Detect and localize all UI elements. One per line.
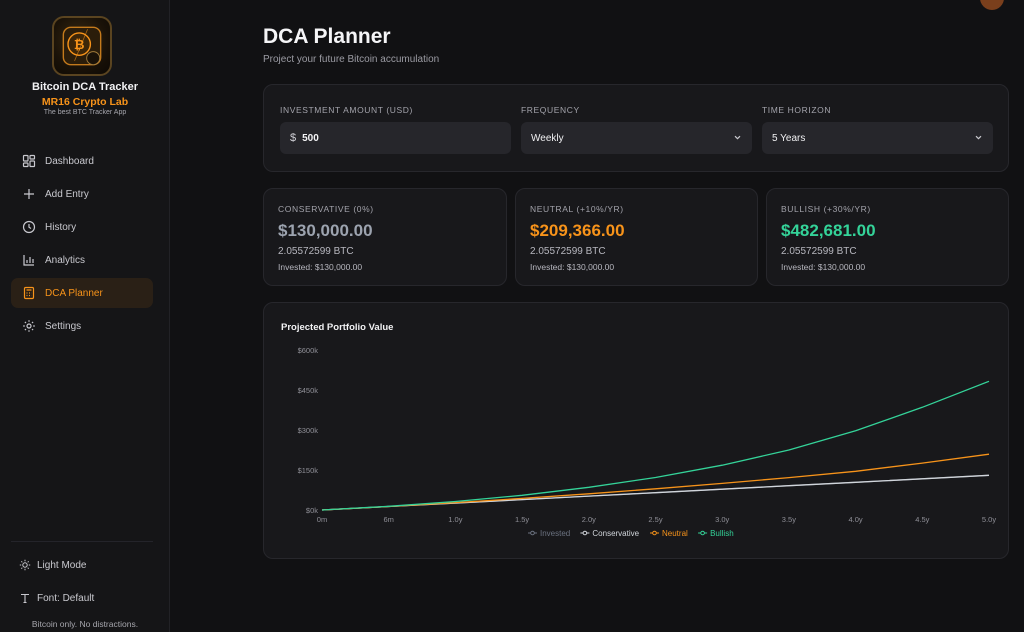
- scenario-value: $482,681.00: [781, 221, 876, 240]
- sidebar-item-label: Settings: [45, 320, 82, 332]
- scenario-invested: Invested: $130,000.00: [278, 262, 363, 272]
- sidebar-item-dashboard[interactable]: Dashboard: [11, 146, 153, 176]
- scenario-btc: 2.05572599 BTC: [781, 246, 857, 257]
- brand-subtitle: MR16 Crypto Lab: [41, 96, 129, 108]
- chevron-down-icon: [974, 133, 983, 142]
- scenario-label: NEUTRAL (+10%/YR): [530, 204, 624, 214]
- sidebar-item-label: Analytics: [45, 254, 86, 266]
- series-line-bullish: [321, 380, 990, 511]
- currency-symbol: $: [290, 132, 297, 144]
- horizon-select[interactable]: 5 Years: [762, 122, 993, 154]
- frequency-label: FREQUENCY: [521, 105, 580, 115]
- brand-tagline: The best BTC Tracker App: [43, 109, 127, 116]
- scenario-value: $209,366.00: [530, 221, 625, 240]
- app-logo: ₿: [52, 16, 112, 76]
- bar-chart-icon: [22, 253, 36, 267]
- y-tick-label: $0k: [306, 506, 318, 515]
- page-title: DCA Planner: [263, 25, 391, 48]
- x-tick-label: 3.0y: [715, 515, 729, 524]
- horizon-label: TIME HORIZON: [762, 105, 832, 115]
- x-tick-label: 3.5y: [782, 515, 796, 524]
- legend-label: Bullish: [710, 529, 734, 538]
- page-subtitle: Project your future Bitcoin accumulation: [263, 54, 440, 65]
- legend-label: Conservative: [592, 529, 639, 538]
- clock-icon: [22, 220, 36, 234]
- avatar[interactable]: [980, 0, 1004, 10]
- x-tick-label: 4.5y: [915, 515, 929, 524]
- scenario-label: BULLISH (+30%/YR): [781, 204, 871, 214]
- x-tick-label: 2.0y: [582, 515, 596, 524]
- sidebar-item-analytics[interactable]: Analytics: [11, 245, 153, 275]
- x-tick-label: 4.0y: [849, 515, 863, 524]
- sidebar-footer: Bitcoin only. No distractions.: [31, 619, 139, 629]
- plus-icon: [22, 187, 36, 201]
- scenario-value: $130,000.00: [278, 221, 373, 240]
- scenario-label: CONSERVATIVE (0%): [278, 204, 374, 214]
- projection-chart: $0k $150k $300k $450k $600k 0m 6m 1.0y 1.5y 2.0y 2…: [298, 346, 997, 538]
- y-tick-label: $300k: [298, 426, 319, 435]
- horizon-value: 5 Years: [772, 132, 806, 144]
- scenario-card-neutral: NEUTRAL (+10%/YR) $209,366.00 2.05572599…: [515, 188, 758, 286]
- x-tick-label: 6m: [383, 515, 393, 524]
- legend-marker-dot: [530, 530, 535, 536]
- scenario-card-bullish: BULLISH (+30%/YR) $482,681.00 2.05572599…: [766, 188, 1009, 286]
- dashboard-icon: [22, 154, 36, 168]
- legend-label: Neutral: [662, 529, 688, 538]
- amount-input[interactable]: [302, 132, 483, 144]
- legend-marker-dot: [582, 530, 588, 536]
- frequency-value: Weekly: [531, 132, 564, 144]
- chart-card: Projected Portfolio Value $0k $150k $300k $…: [263, 302, 1009, 559]
- sidebar-item-label: Dashboard: [45, 155, 94, 167]
- sidebar-item-dca-planner[interactable]: DCA Planner: [11, 278, 153, 308]
- y-tick-label: $600k: [298, 346, 319, 355]
- theme-toggle-label: Light Mode: [37, 559, 87, 571]
- x-tick-label: 5.0y: [982, 515, 996, 524]
- sidebar-item-add-entry[interactable]: Add Entry: [11, 179, 153, 209]
- sidebar-item-label: DCA Planner: [45, 287, 103, 299]
- scenario-card-conservative: CONSERVATIVE (0%) $130,000.00 2.05572599…: [263, 188, 507, 286]
- series-line-neutral: [321, 453, 990, 511]
- theme-toggle[interactable]: Light Mode: [19, 557, 86, 573]
- scenario-btc: 2.05572599 BTC: [530, 246, 606, 257]
- svg-text:₿: ₿: [74, 37, 85, 52]
- legend-marker-dot: [652, 530, 657, 536]
- x-tick-label: 1.5y: [515, 515, 529, 524]
- inputs-card: INVESTMENT AMOUNT (USD) $ FREQUENCY Week…: [263, 84, 1009, 172]
- x-tick-label: 1.0y: [448, 515, 462, 524]
- type-icon: [19, 592, 31, 604]
- scenario-btc: 2.05572599 BTC: [278, 246, 354, 257]
- legend-label: Invested: [540, 529, 570, 538]
- sidebar-item-history[interactable]: History: [11, 212, 153, 242]
- calculator-icon: [22, 286, 36, 300]
- sidebar-item-label: History: [45, 221, 77, 233]
- frequency-select[interactable]: Weekly: [521, 122, 752, 154]
- brand-title: Bitcoin DCA Tracker: [32, 81, 138, 93]
- x-tick-label: 0m: [317, 515, 327, 524]
- sidebar-divider: [11, 541, 153, 542]
- sidebar-item-label: Add Entry: [45, 188, 89, 200]
- sidebar: ₿ Bitcoin DCA Tracker MR16 Crypto Lab Th…: [0, 0, 170, 632]
- chevron-down-icon: [733, 133, 742, 142]
- chart-title: Projected Portfolio Value: [281, 322, 394, 333]
- y-tick-label: $150k: [298, 466, 319, 475]
- sidebar-item-settings[interactable]: Settings: [11, 311, 153, 341]
- amount-label: INVESTMENT AMOUNT (USD): [280, 105, 413, 115]
- sun-icon: [19, 559, 31, 571]
- legend-marker-dot: [700, 530, 705, 536]
- y-tick-label: $450k: [298, 386, 319, 395]
- font-selector[interactable]: Font: Default: [19, 590, 94, 606]
- scenario-invested: Invested: $130,000.00: [530, 262, 615, 272]
- scenario-invested: Invested: $130,000.00: [781, 262, 866, 272]
- amount-field[interactable]: $: [280, 122, 511, 154]
- gear-icon: [22, 319, 36, 333]
- x-tick-label: 2.5y: [648, 515, 662, 524]
- font-selector-label: Font: Default: [37, 592, 95, 604]
